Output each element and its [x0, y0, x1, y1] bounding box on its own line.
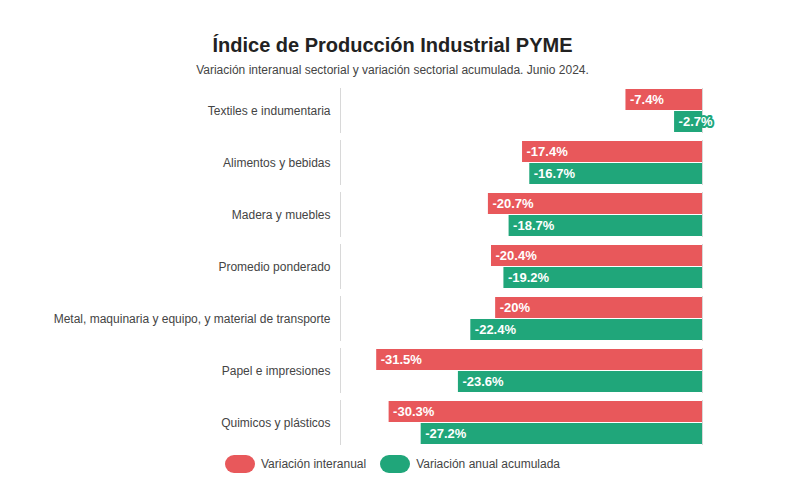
- svg-text:-27.2%: -27.2%: [425, 426, 467, 441]
- svg-text:-23.6%: -23.6%: [462, 374, 504, 389]
- svg-text:-2.7%: -2.7%: [679, 114, 713, 129]
- html-text:Índice de Producción Industria: Índice de Producción Industrial PYME: [212, 34, 573, 56]
- svg-text:-19.2%: -19.2%: [508, 270, 550, 285]
- html-text:Variación interanual: Variación interanual: [261, 457, 367, 471]
- svg-text:Metal, maquinaria y equipo, y: Metal, maquinaria y equipo, y material d…: [54, 312, 331, 326]
- svg-text:Alimentos y bebidas: Alimentos y bebidas: [223, 156, 330, 170]
- svg-text:-30.3%: -30.3%: [393, 404, 435, 419]
- html-text:Variación anual acumulada: Variación anual acumulada: [416, 457, 560, 471]
- svg-text:-16.7%: -16.7%: [534, 166, 576, 181]
- svg-text:-31.5%: -31.5%: [381, 352, 423, 367]
- svg-text:-20.7%: -20.7%: [492, 196, 534, 211]
- svg-text:Promedio ponderado: Promedio ponderado: [218, 260, 330, 274]
- svg-text:-18.7%: -18.7%: [513, 218, 555, 233]
- svg-text:Textiles e indumentaria: Textiles e indumentaria: [208, 104, 331, 118]
- svg-text:Papel e impresiones: Papel e impresiones: [222, 364, 331, 378]
- svg-text:-20%: -20%: [500, 300, 531, 315]
- svg-text:-20.4%: -20.4%: [496, 248, 538, 263]
- html-text:Variación interanual sectorial: Variación interanual sectorial y variaci…: [196, 63, 589, 77]
- svg-text:Madera y muebles: Madera y muebles: [232, 208, 331, 222]
- svg-text:-7.4%: -7.4%: [630, 92, 664, 107]
- svg-text:-22.4%: -22.4%: [475, 322, 517, 337]
- svg-text:Quimicos y plásticos: Quimicos y plásticos: [221, 416, 330, 430]
- svg-text:-17.4%: -17.4%: [527, 144, 569, 159]
